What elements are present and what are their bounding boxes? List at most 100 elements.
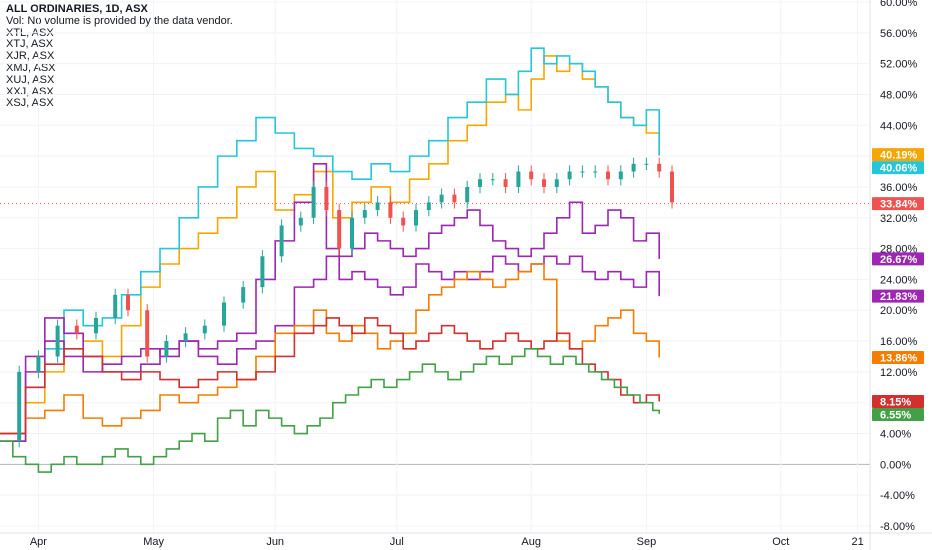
x-tick-label: May [143,536,164,548]
legend-compare-4[interactable]: XUJ, ASX [6,73,55,86]
last-value-badge [872,408,924,422]
legend-compare-6[interactable]: XSJ, ASX [6,97,54,110]
last-value-label: 8.15% [880,397,911,409]
last-value-label: 13.86% [880,353,918,365]
candle-body [113,294,118,318]
candle-body [426,202,431,211]
candle-body [260,256,265,288]
x-tick-label: 21 [851,536,863,548]
x-tick-label: Sep [637,536,657,548]
candle-body [567,171,572,180]
candle-body [183,333,188,342]
candle-body [529,171,534,180]
legend-compare-5[interactable]: XXJ, ASX [6,85,54,98]
candle-body [375,202,380,211]
y-tick-label: 60.00% [880,0,918,9]
candle-body [516,171,521,187]
time-scale[interactable]: Apr May Jun Jul Aug Sep Oct 21 [30,536,864,548]
candle-body [388,202,393,218]
last-value-label: 6.55% [880,410,911,422]
y-tick-label: 0.00% [880,459,911,471]
series-line-xuj [0,263,660,435]
candle-body [74,325,79,334]
y-tick-label: -4.00% [880,490,915,502]
y-tick-label: 16.00% [880,336,918,348]
candlestick-series [17,157,674,448]
y-tick-label: 48.00% [880,89,918,101]
candle-body [279,225,284,257]
candle-body [644,163,649,165]
last-value-label: 40.19% [880,150,918,162]
series-line-xtj [0,47,660,443]
price-scale[interactable]: 60.00%56.00%52.00%48.00%44.00%40.00%36.0… [880,0,918,533]
legend-compare-1[interactable]: XTJ, ASX [6,38,54,51]
candle-body [324,186,329,211]
legend-compare-3[interactable]: XMJ, ASX [6,61,56,74]
candle-body [126,294,130,311]
candle-body [401,217,406,226]
candle-body [17,371,22,442]
candle-body [414,210,418,226]
last-value-label: 21.83% [880,291,918,303]
candle-body [580,171,585,173]
candle-body [145,310,150,357]
candle-body [554,179,559,187]
y-tick-label: 44.00% [880,120,918,132]
y-tick-label: 4.00% [880,429,911,441]
series-line-xsj [0,347,660,473]
last-value-badge [872,252,924,266]
candle-body [241,287,246,303]
candle-body [503,179,508,187]
legend-compare-2[interactable]: XJR, ASX [6,50,55,63]
candle-body [606,171,610,180]
candle-body [55,325,60,357]
y-tick-label: 24.00% [880,274,918,286]
last-value-badge [872,148,924,162]
candle-body [202,325,207,334]
candle-body [478,179,482,187]
x-tick-label: Aug [521,536,541,548]
candle-body [94,317,98,334]
last-value-badges: 40.19%40.06% 33.84% 26.67% 21.83% 13.86% 8.15… [872,148,924,422]
candle-body [439,194,444,203]
candle-body [618,171,623,180]
last-value-badge [872,351,924,365]
candle-body [465,186,470,203]
x-tick-label: Apr [30,536,47,548]
series-line-xmj [0,255,660,443]
candle-body [298,217,303,226]
candle-body [36,356,41,372]
y-tick-label: 36.00% [880,182,918,194]
y-tick-label: 12.00% [880,367,918,379]
candle-body [350,217,354,249]
volume-note: Vol: No volume is provided by the data v… [6,14,233,27]
last-value-badge [872,289,924,303]
candle-body [311,186,316,218]
y-tick-label: 56.00% [880,28,918,40]
y-tick-label: 52.00% [880,59,918,71]
candle-body [337,210,342,249]
chart-title[interactable]: ALL ORDINARIES, 1D, ASX [6,3,148,15]
y-tick-label: -8.00% [880,521,915,533]
candle-body [490,179,495,181]
candle-body [164,341,169,357]
last-value-label: 33.84% [880,199,918,211]
candle-body [542,179,546,187]
series-line-xjr [0,163,660,435]
candle-body [452,194,457,203]
candle-body [593,171,598,173]
last-value-label: 40.06% [880,163,918,175]
series-line-xxj [0,317,660,435]
last-value-badge [872,197,924,211]
candle-body [670,171,674,203]
x-tick-label: Jul [390,536,404,548]
x-tick-label: Oct [772,536,789,548]
candle-body [631,163,636,172]
last-value-badge [872,161,924,175]
comparison-series [0,47,660,473]
candle-body [222,302,226,326]
candle-body [657,163,662,172]
last-value-label: 26.67% [880,254,918,266]
